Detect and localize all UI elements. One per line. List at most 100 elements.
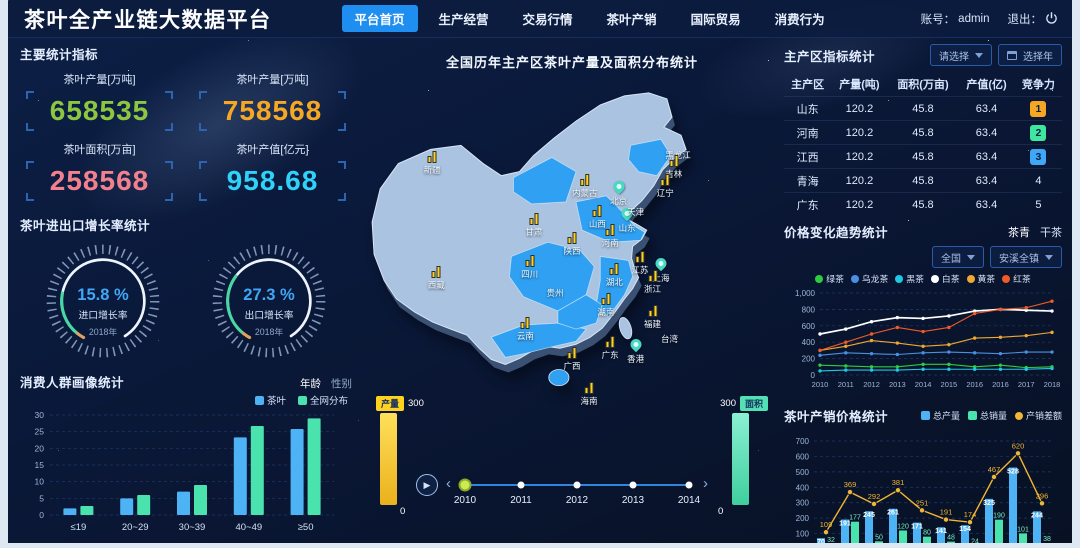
nav-tab-trade[interactable]: 国际贸易 [690, 13, 741, 27]
stat-card-output2: 茶叶产量[万吨] 758568 [193, 71, 352, 131]
timeline-dot-2014[interactable] [685, 481, 693, 489]
region-select[interactable]: 请选择 [930, 44, 992, 66]
chevron-down-icon [975, 52, 983, 58]
toggle-fresh-tea[interactable]: 茶青 [1008, 226, 1030, 239]
map-marker-bar: 云南 [517, 316, 534, 342]
legend-item[interactable]: 乌龙茶 [850, 272, 888, 285]
nav-tab-consumer[interactable]: 消费行为 [774, 13, 825, 27]
timeline-dot-2012[interactable] [573, 481, 581, 489]
toggle-gender[interactable]: 性别 [331, 378, 352, 390]
gauge-year: 2018年 [89, 326, 118, 337]
demographics-title: 消费人群画像统计 [20, 376, 125, 390]
table-row[interactable]: 广东 120.2 45.8 63.4 5 [784, 192, 1062, 216]
svg-text:190: 190 [993, 513, 1005, 520]
svg-text:325: 325 [983, 500, 995, 507]
legend-item[interactable]: 茶叶 [254, 393, 286, 407]
price-legend: 绿茶 乌龙茶 黑茶 白茶 黄茶 红茶 [784, 272, 1062, 285]
china-map-svg [371, 92, 690, 387]
map-marker-label: 台湾 [661, 334, 679, 345]
nav-tab-home[interactable]: 平台首页 [341, 5, 418, 32]
gauge-year: 2018年 [255, 326, 284, 337]
table-row[interactable]: 河南 120.2 45.8 63.4 2 [784, 120, 1062, 145]
legend-item[interactable]: 总销量 [967, 409, 1007, 422]
legend-item[interactable]: 黄茶 [966, 272, 995, 285]
svg-text:244: 244 [1031, 512, 1043, 519]
area-axis-bar [732, 413, 749, 505]
toggle-age[interactable]: 年龄 [300, 378, 321, 390]
svg-text:30: 30 [35, 410, 45, 420]
map-marker-bar: 新疆 [424, 150, 441, 176]
svg-text:20: 20 [35, 443, 45, 453]
timeline-dot-2010[interactable] [458, 478, 472, 492]
svg-text:50: 50 [875, 534, 883, 541]
timeline-next-icon[interactable]: › [703, 475, 708, 492]
price-region-select[interactable]: 全国 [932, 246, 984, 268]
app-title: 茶叶全产业链大数据平台 [24, 8, 272, 32]
toggle-dry-tea[interactable]: 干茶 [1040, 226, 1062, 239]
svg-text:369: 369 [844, 480, 857, 489]
map-marker-label: 天津 [627, 207, 645, 218]
svg-text:620: 620 [1012, 441, 1025, 450]
svg-text:101: 101 [1017, 526, 1029, 533]
stats-section-title: 主要统计指标 [20, 48, 99, 62]
svg-text:80: 80 [923, 530, 931, 537]
svg-text:292: 292 [868, 492, 881, 501]
map-marker-bar: 辽宁 [657, 174, 674, 199]
svg-text:500: 500 [796, 468, 810, 477]
legend-item[interactable]: 白茶 [930, 272, 960, 285]
svg-text:174: 174 [964, 510, 977, 519]
gauge-value: 27.3 % [243, 285, 295, 304]
svg-text:200: 200 [802, 355, 816, 364]
calendar-icon [1007, 50, 1017, 60]
stat-label: 茶叶面积[万亩] [63, 144, 136, 156]
svg-text:10: 10 [35, 477, 45, 487]
output-axis-bar [380, 413, 397, 505]
price-panel-title: 价格变化趋势统计 [784, 226, 889, 240]
svg-text:400: 400 [802, 338, 816, 347]
map-marker-bar: 湖南 [597, 293, 614, 318]
demographics-toggle: 年龄 性别 [300, 376, 352, 391]
table-row[interactable]: 山东 120.2 45.8 63.4 1 [784, 96, 1062, 121]
timeline-year-label: 2011 [510, 495, 532, 506]
stat-value: 758568 [222, 95, 323, 126]
legend-item[interactable]: 产销差额 [1014, 409, 1062, 422]
rank-badge: 2 [1030, 124, 1047, 141]
timeline-prev-icon[interactable]: ‹ [446, 475, 451, 492]
table-row[interactable]: 青海 120.2 45.8 63.4 4 [784, 168, 1062, 193]
svg-text:400: 400 [796, 483, 810, 492]
import-growth-gauge: 15.8 % 进口增长率 2018年 [46, 244, 160, 358]
legend-item[interactable]: 总产量 [920, 409, 960, 422]
stat-card-area: 茶叶面积[万亩] 258568 [20, 141, 179, 201]
timeline-dot-2011[interactable] [517, 481, 525, 489]
table-row[interactable]: 江西 120.2 45.8 63.4 3 [784, 144, 1062, 169]
power-icon[interactable] [1045, 12, 1058, 25]
legend-item[interactable]: 全网分布 [297, 393, 348, 407]
nav-tab-production[interactable]: 生产经营 [438, 13, 489, 27]
output-axis-label: 产量 [376, 396, 405, 411]
svg-text:2011: 2011 [838, 380, 854, 389]
map-marker-bar: 湖北 [606, 262, 623, 288]
play-button[interactable]: ▶ [416, 474, 438, 496]
legend-item[interactable]: 黑茶 [895, 272, 924, 285]
timeline-year-label: 2010 [453, 495, 477, 506]
nav-tab-sales[interactable]: 茶叶产销 [606, 13, 657, 27]
legend-item[interactable]: 绿茶 [815, 272, 844, 285]
nav-tab-trading[interactable]: 交易行情 [522, 13, 573, 27]
stat-value: 258568 [49, 165, 150, 196]
svg-text:0: 0 [811, 371, 816, 380]
price-area-select[interactable]: 安溪全镇 [990, 246, 1062, 268]
stat-value-box: 658535 [20, 91, 179, 131]
svg-text:≥50: ≥50 [298, 522, 314, 533]
region-panel-title: 主产区指标统计 [784, 49, 876, 64]
timeline-dot-2013[interactable] [629, 481, 637, 489]
logout-button[interactable]: 退出： [1008, 11, 1059, 27]
svg-text:30~39: 30~39 [179, 522, 206, 533]
demographics-chart: 0 5 10 15 20 25 30 ≤19 20~29 30~39 40~49 ≥50 [35, 410, 334, 533]
map-marker-bar: 陕西 [563, 231, 581, 257]
svg-text:100: 100 [796, 530, 810, 539]
price-region-value: 全国 [941, 253, 961, 265]
svg-text:141: 141 [935, 528, 947, 535]
col-output: 产量(吨) [839, 79, 880, 91]
year-select[interactable]: 选择年 [998, 44, 1062, 66]
legend-item[interactable]: 红茶 [1002, 272, 1031, 285]
